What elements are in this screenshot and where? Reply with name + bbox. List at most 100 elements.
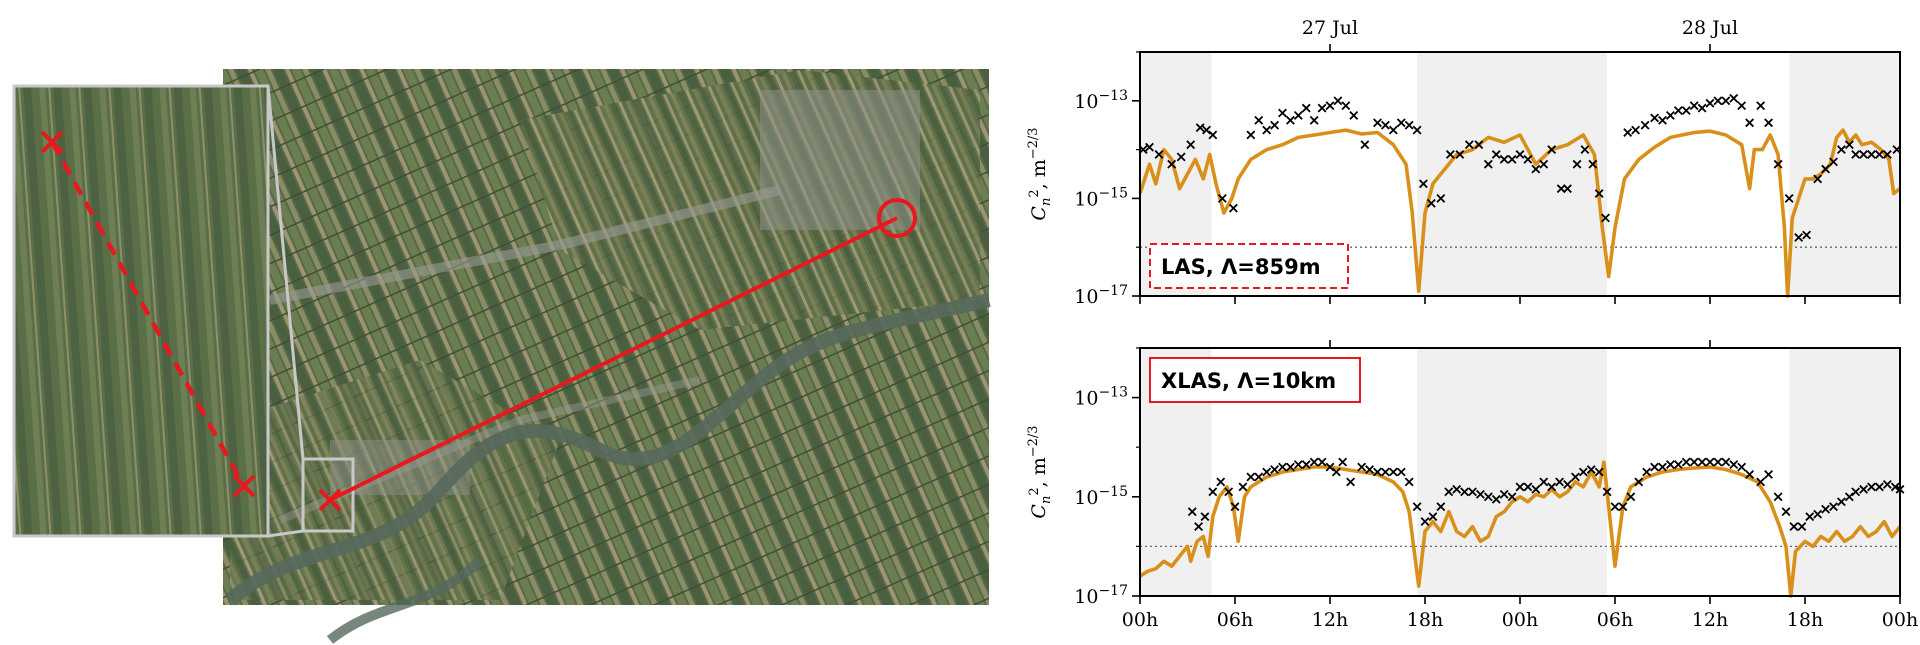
- observation-point: [1729, 460, 1739, 469]
- observation-point: [1418, 179, 1428, 189]
- observation-point: [1859, 150, 1869, 159]
- observation-point: [1186, 140, 1196, 150]
- inset-connector: [267, 529, 304, 538]
- observation-point: [1412, 502, 1422, 512]
- observation-point: [1154, 150, 1164, 159]
- observation-point: [1217, 193, 1227, 203]
- observation-point: [1460, 487, 1470, 497]
- observation-point: [1380, 467, 1390, 477]
- observation-point: [1293, 111, 1303, 120]
- observation-point: [1507, 154, 1517, 164]
- observation-point: [1216, 477, 1226, 487]
- observation-point: [1729, 93, 1739, 103]
- x-tick-label: 18h: [1787, 609, 1823, 631]
- observation-point: [1262, 467, 1272, 477]
- date-tick-label: 28 Jul: [1682, 17, 1738, 39]
- observation-point: [1254, 115, 1264, 125]
- observation-point: [1167, 159, 1177, 169]
- observation-point: [1642, 467, 1652, 477]
- x-tick-label: 06h: [1217, 609, 1253, 631]
- observation-point: [1531, 164, 1541, 174]
- satellite-map: [12, 69, 991, 644]
- observation-point: [1301, 460, 1311, 469]
- observation-point: [1388, 467, 1398, 477]
- observation-point: [1836, 497, 1846, 507]
- legend-label: XLAS, Λ=10km: [1161, 369, 1336, 393]
- observation-point: [1195, 123, 1205, 133]
- observation-point: [1705, 457, 1715, 467]
- night-band: [1417, 52, 1608, 296]
- observation-point: [1580, 145, 1590, 155]
- observation-point: [1515, 150, 1525, 159]
- observation-point: [1802, 230, 1812, 240]
- xlas-receiver-marker: [877, 198, 917, 238]
- las-path: [50, 140, 246, 488]
- observation-point: [1756, 101, 1766, 111]
- observation-point: [1681, 106, 1691, 115]
- observation-point: [1373, 118, 1382, 128]
- inset-locator-box: [301, 457, 355, 533]
- x-tick-label: 06h: [1597, 609, 1633, 631]
- observation-point: [1491, 494, 1501, 504]
- observation-point: [1658, 115, 1667, 125]
- observation-point: [1764, 118, 1774, 128]
- observation-point: [1794, 233, 1804, 242]
- observation-point: [1499, 489, 1509, 499]
- observation-point: [1145, 142, 1154, 152]
- observation-point: [1349, 111, 1359, 120]
- observation-point: [1821, 164, 1831, 174]
- observation-point: [1756, 477, 1766, 487]
- observation-point: [1618, 502, 1628, 512]
- observation-point: [1578, 467, 1588, 477]
- observation-point: [1721, 96, 1731, 106]
- river: [326, 556, 484, 644]
- observation-point: [1445, 150, 1455, 159]
- observation-point: [1404, 477, 1414, 487]
- observation-point: [1293, 460, 1303, 469]
- observation-point: [1278, 462, 1287, 472]
- observation-point: [1499, 154, 1509, 164]
- date-tick-label: 27 Jul: [1302, 17, 1358, 39]
- x-tick-label: 18h: [1407, 609, 1443, 631]
- observation-point: [1208, 130, 1218, 140]
- observation-point: [1844, 492, 1854, 502]
- observation-point: [1317, 457, 1327, 467]
- observation-point: [1317, 103, 1327, 113]
- y-tick-label: 10−17: [1074, 283, 1128, 308]
- observation-point: [1270, 120, 1280, 130]
- observation-point: [1631, 125, 1641, 135]
- observation-point: [1737, 101, 1747, 111]
- observation-point: [1570, 472, 1580, 482]
- observation-point: [1555, 477, 1565, 487]
- observation-point: [1563, 184, 1572, 194]
- observation-point: [1238, 482, 1248, 492]
- observation-point: [1867, 150, 1876, 159]
- observation-point: [1285, 462, 1295, 472]
- observation-point: [1610, 502, 1620, 512]
- observation-point: [1396, 467, 1406, 477]
- town-area: [760, 90, 920, 230]
- night-band: [1417, 348, 1608, 596]
- night-band: [1789, 52, 1900, 296]
- observation-point: [1333, 96, 1343, 106]
- observation-point: [1634, 477, 1644, 487]
- observation-point: [1404, 120, 1414, 130]
- cn2-timeseries-chart: 27 Jul 28 Jul 10−13 10−15 10−17 Cn2, m−2/3 LAS…: [1026, 17, 1918, 631]
- observation-point: [1813, 174, 1823, 184]
- observation-point: [1851, 150, 1861, 159]
- observation-point: [1515, 482, 1525, 492]
- observation-point: [1829, 157, 1838, 167]
- observation-point: [1658, 462, 1667, 472]
- observation-point: [1784, 193, 1794, 203]
- observation-point: [1262, 125, 1272, 135]
- observation-point: [1278, 108, 1287, 118]
- observation-point: [1844, 140, 1854, 150]
- y-tick-label: 10−17: [1074, 583, 1128, 608]
- observation-point: [1224, 487, 1234, 497]
- las-end-marker: [40, 130, 64, 154]
- observation-point: [1623, 128, 1633, 137]
- observation-point: [1475, 489, 1485, 499]
- observation-point: [1194, 522, 1204, 531]
- observation-point: [1650, 462, 1660, 472]
- observation-point: [1270, 465, 1280, 474]
